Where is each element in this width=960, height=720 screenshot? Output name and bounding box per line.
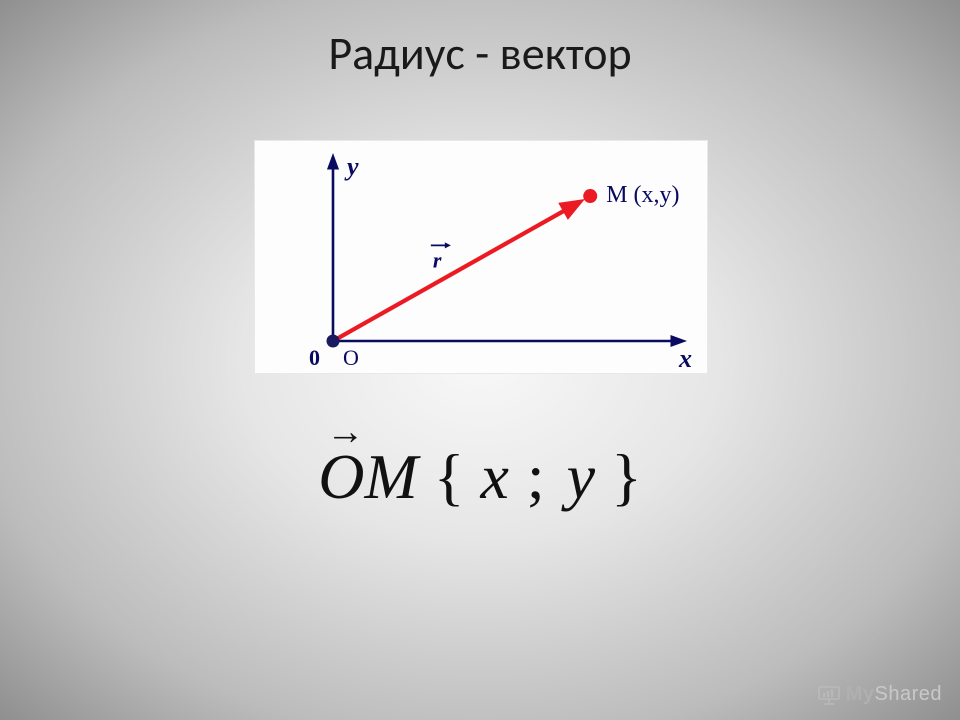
- watermark-strong: My: [846, 683, 875, 705]
- formula-rbrace: }: [611, 441, 642, 512]
- formula-lbrace: {: [434, 441, 465, 512]
- presentation-icon: [818, 685, 840, 705]
- watermark-rest: Shared: [875, 683, 943, 705]
- formula: → OM { x ; y }: [0, 440, 960, 514]
- watermark: MyShared: [818, 683, 942, 706]
- formula-inner: → OM { x ; y }: [318, 440, 642, 514]
- svg-text:r: r: [433, 247, 442, 272]
- slide: Радиус - вектор yx0OrM (x,y) → OM { x ; …: [0, 0, 960, 720]
- formula-sep: ;: [527, 441, 545, 512]
- formula-x: x: [480, 441, 508, 512]
- svg-text:O: O: [343, 345, 359, 370]
- watermark-text: MyShared: [846, 683, 942, 706]
- svg-text:M (x,y): M (x,y): [606, 182, 679, 208]
- diagram-svg: y x 0Or M (x,y): [255, 141, 707, 373]
- svg-text:0: 0: [309, 345, 320, 370]
- formula-y: y: [567, 441, 595, 512]
- radius-vector-diagram: y x 0Or M (x,y): [254, 140, 708, 374]
- vector-arrow-over: →: [326, 410, 360, 454]
- slide-title: Радиус - вектор: [0, 26, 960, 82]
- svg-text:y: y: [344, 152, 359, 181]
- svg-text:x: x: [678, 344, 692, 373]
